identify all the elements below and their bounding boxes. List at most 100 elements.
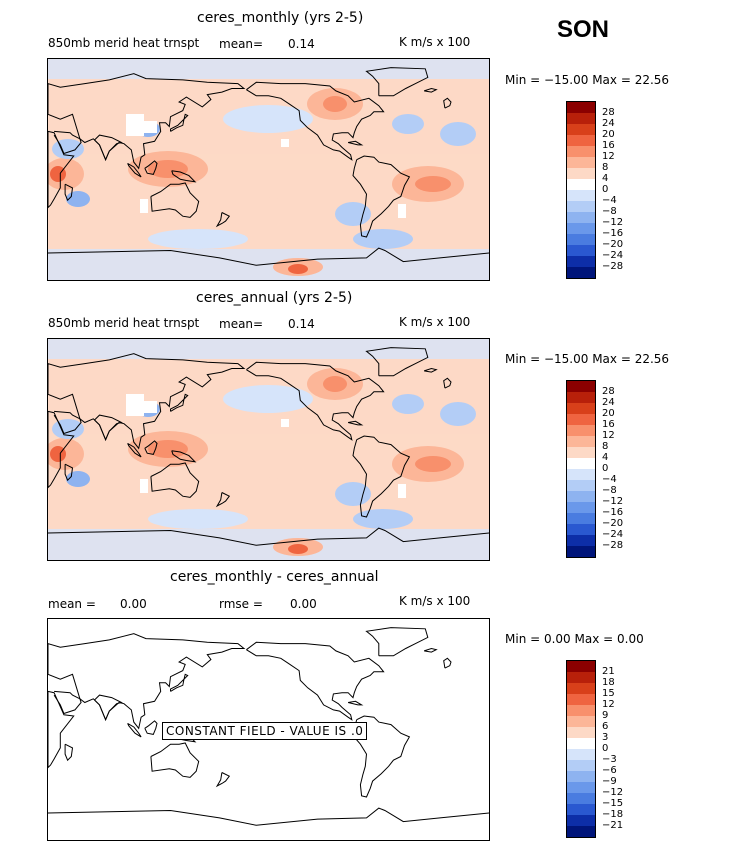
panel-2-map-svg — [48, 339, 489, 560]
colorbar-level-label: 0 — [602, 743, 609, 754]
field-contour — [148, 509, 248, 529]
field-contour — [353, 509, 413, 529]
panel-1-variable: 850mb merid heat trnspt — [48, 36, 200, 50]
colorbar-swatch — [567, 245, 595, 256]
coastline — [53, 130, 82, 155]
field-contour — [148, 440, 188, 458]
field-contour — [288, 264, 308, 274]
missing-data-patch — [126, 114, 144, 136]
field-contour — [288, 544, 308, 554]
colorbar-level-label: 16 — [602, 419, 615, 430]
colorbar-swatch — [567, 815, 595, 826]
colorbar-swatch — [567, 146, 595, 157]
colorbar-swatch — [567, 223, 595, 234]
field-contour — [415, 456, 451, 472]
colorbar-level-label: −28 — [602, 261, 624, 272]
colorbar-swatch — [567, 267, 595, 278]
panel-1-mean-label: mean= — [219, 37, 264, 51]
panel-2-title: ceres_annual (yrs 2-5) — [196, 290, 353, 306]
colorbar-level-label: −8 — [602, 206, 617, 217]
coastline — [144, 440, 158, 455]
field-contour — [50, 446, 66, 462]
field-contour — [66, 191, 90, 207]
colorbar-level-label: 3 — [602, 732, 609, 743]
coastline — [170, 113, 189, 132]
colorbar-swatch — [567, 749, 595, 760]
colorbar-swatch — [567, 694, 595, 705]
colorbar-level-label: 18 — [602, 677, 615, 688]
colorbar-swatch — [567, 381, 595, 392]
colorbar-swatch — [567, 190, 595, 201]
colorbar-swatch — [567, 672, 595, 683]
field-contour — [50, 166, 66, 182]
colorbar-swatch — [567, 683, 595, 694]
colorbar-swatch — [567, 436, 595, 447]
colorbar-level-label: −16 — [602, 228, 624, 239]
field-contour — [68, 89, 148, 109]
panel-3-mean-value: 0.00 — [120, 597, 147, 611]
colorbar-level-label: 24 — [602, 397, 615, 408]
missing-data-patch — [126, 394, 144, 416]
colorbar-level-label: −12 — [602, 787, 624, 798]
colorbar-swatch — [567, 201, 595, 212]
colorbar-swatch — [567, 179, 595, 190]
colorbar-level-label: −21 — [602, 820, 624, 831]
colorbar-level-label: −24 — [602, 529, 624, 540]
panel-1-map-svg — [48, 59, 489, 280]
field-contour — [223, 105, 313, 133]
colorbar-level-label: −18 — [602, 809, 624, 820]
coastline — [48, 633, 246, 730]
coastline — [246, 361, 385, 441]
colorbar-level-label: 12 — [602, 151, 615, 162]
colorbar-level-label: 16 — [602, 140, 615, 151]
colorbar-level-label: 21 — [602, 666, 615, 677]
colorbar-swatch — [567, 524, 595, 535]
missing-data-patch — [140, 479, 148, 493]
field-contour — [392, 114, 424, 134]
colorbar-swatch — [567, 124, 595, 135]
missing-data-patch — [281, 419, 289, 427]
field-contour — [66, 471, 90, 487]
coastline — [347, 700, 364, 706]
panel-2-coastlines — [48, 347, 489, 546]
panel-3-colorbar-labels: 21 18 15 12 9 6 3 0 −3 −6 −9 −12 −15 −18 −21 — [602, 666, 623, 831]
missing-data-patch — [281, 139, 289, 147]
coastline — [94, 134, 123, 161]
panel-3-colorbar-swatches — [567, 661, 595, 837]
missing-data-patch — [140, 199, 148, 213]
colorbar-level-label: 28 — [602, 107, 615, 118]
colorbar-swatch — [567, 425, 595, 436]
panel-1-minmax: Min = −15.00 Max = 22.56 — [505, 73, 670, 87]
colorbar-level-label: 9 — [602, 710, 609, 721]
colorbar-swatch — [567, 414, 595, 425]
colorbar-swatch — [567, 447, 595, 458]
panel-3-rmse-label: rmse = — [219, 597, 263, 611]
colorbar-level-label: −12 — [602, 496, 624, 507]
field-contour — [148, 229, 248, 249]
colorbar-level-label: 4 — [602, 452, 609, 463]
panel-3-map-svg — [48, 627, 489, 826]
colorbar-swatch — [567, 234, 595, 245]
coastline — [443, 657, 452, 669]
coastline — [53, 690, 82, 715]
colorbar-swatch — [567, 513, 595, 524]
colorbar-level-label: 12 — [602, 699, 615, 710]
colorbar-swatch — [567, 256, 595, 267]
field-contour — [148, 160, 188, 178]
colorbar-swatch — [567, 661, 595, 672]
colorbar-level-label: 8 — [602, 441, 609, 452]
coastline — [144, 160, 158, 175]
colorbar-level-label: 20 — [602, 129, 615, 140]
missing-data-patch — [143, 401, 157, 413]
coastline — [365, 67, 429, 97]
colorbar-swatch — [567, 403, 595, 414]
colorbar-swatch — [567, 212, 595, 223]
coastline — [443, 377, 452, 389]
coastline — [246, 641, 385, 721]
coastline — [127, 442, 142, 458]
panel-2-colorbar-swatches — [567, 381, 595, 557]
field-contour — [178, 195, 298, 223]
coastline — [347, 420, 364, 426]
colorbar-swatch — [567, 392, 595, 403]
panel-1-coastlines — [48, 67, 489, 266]
